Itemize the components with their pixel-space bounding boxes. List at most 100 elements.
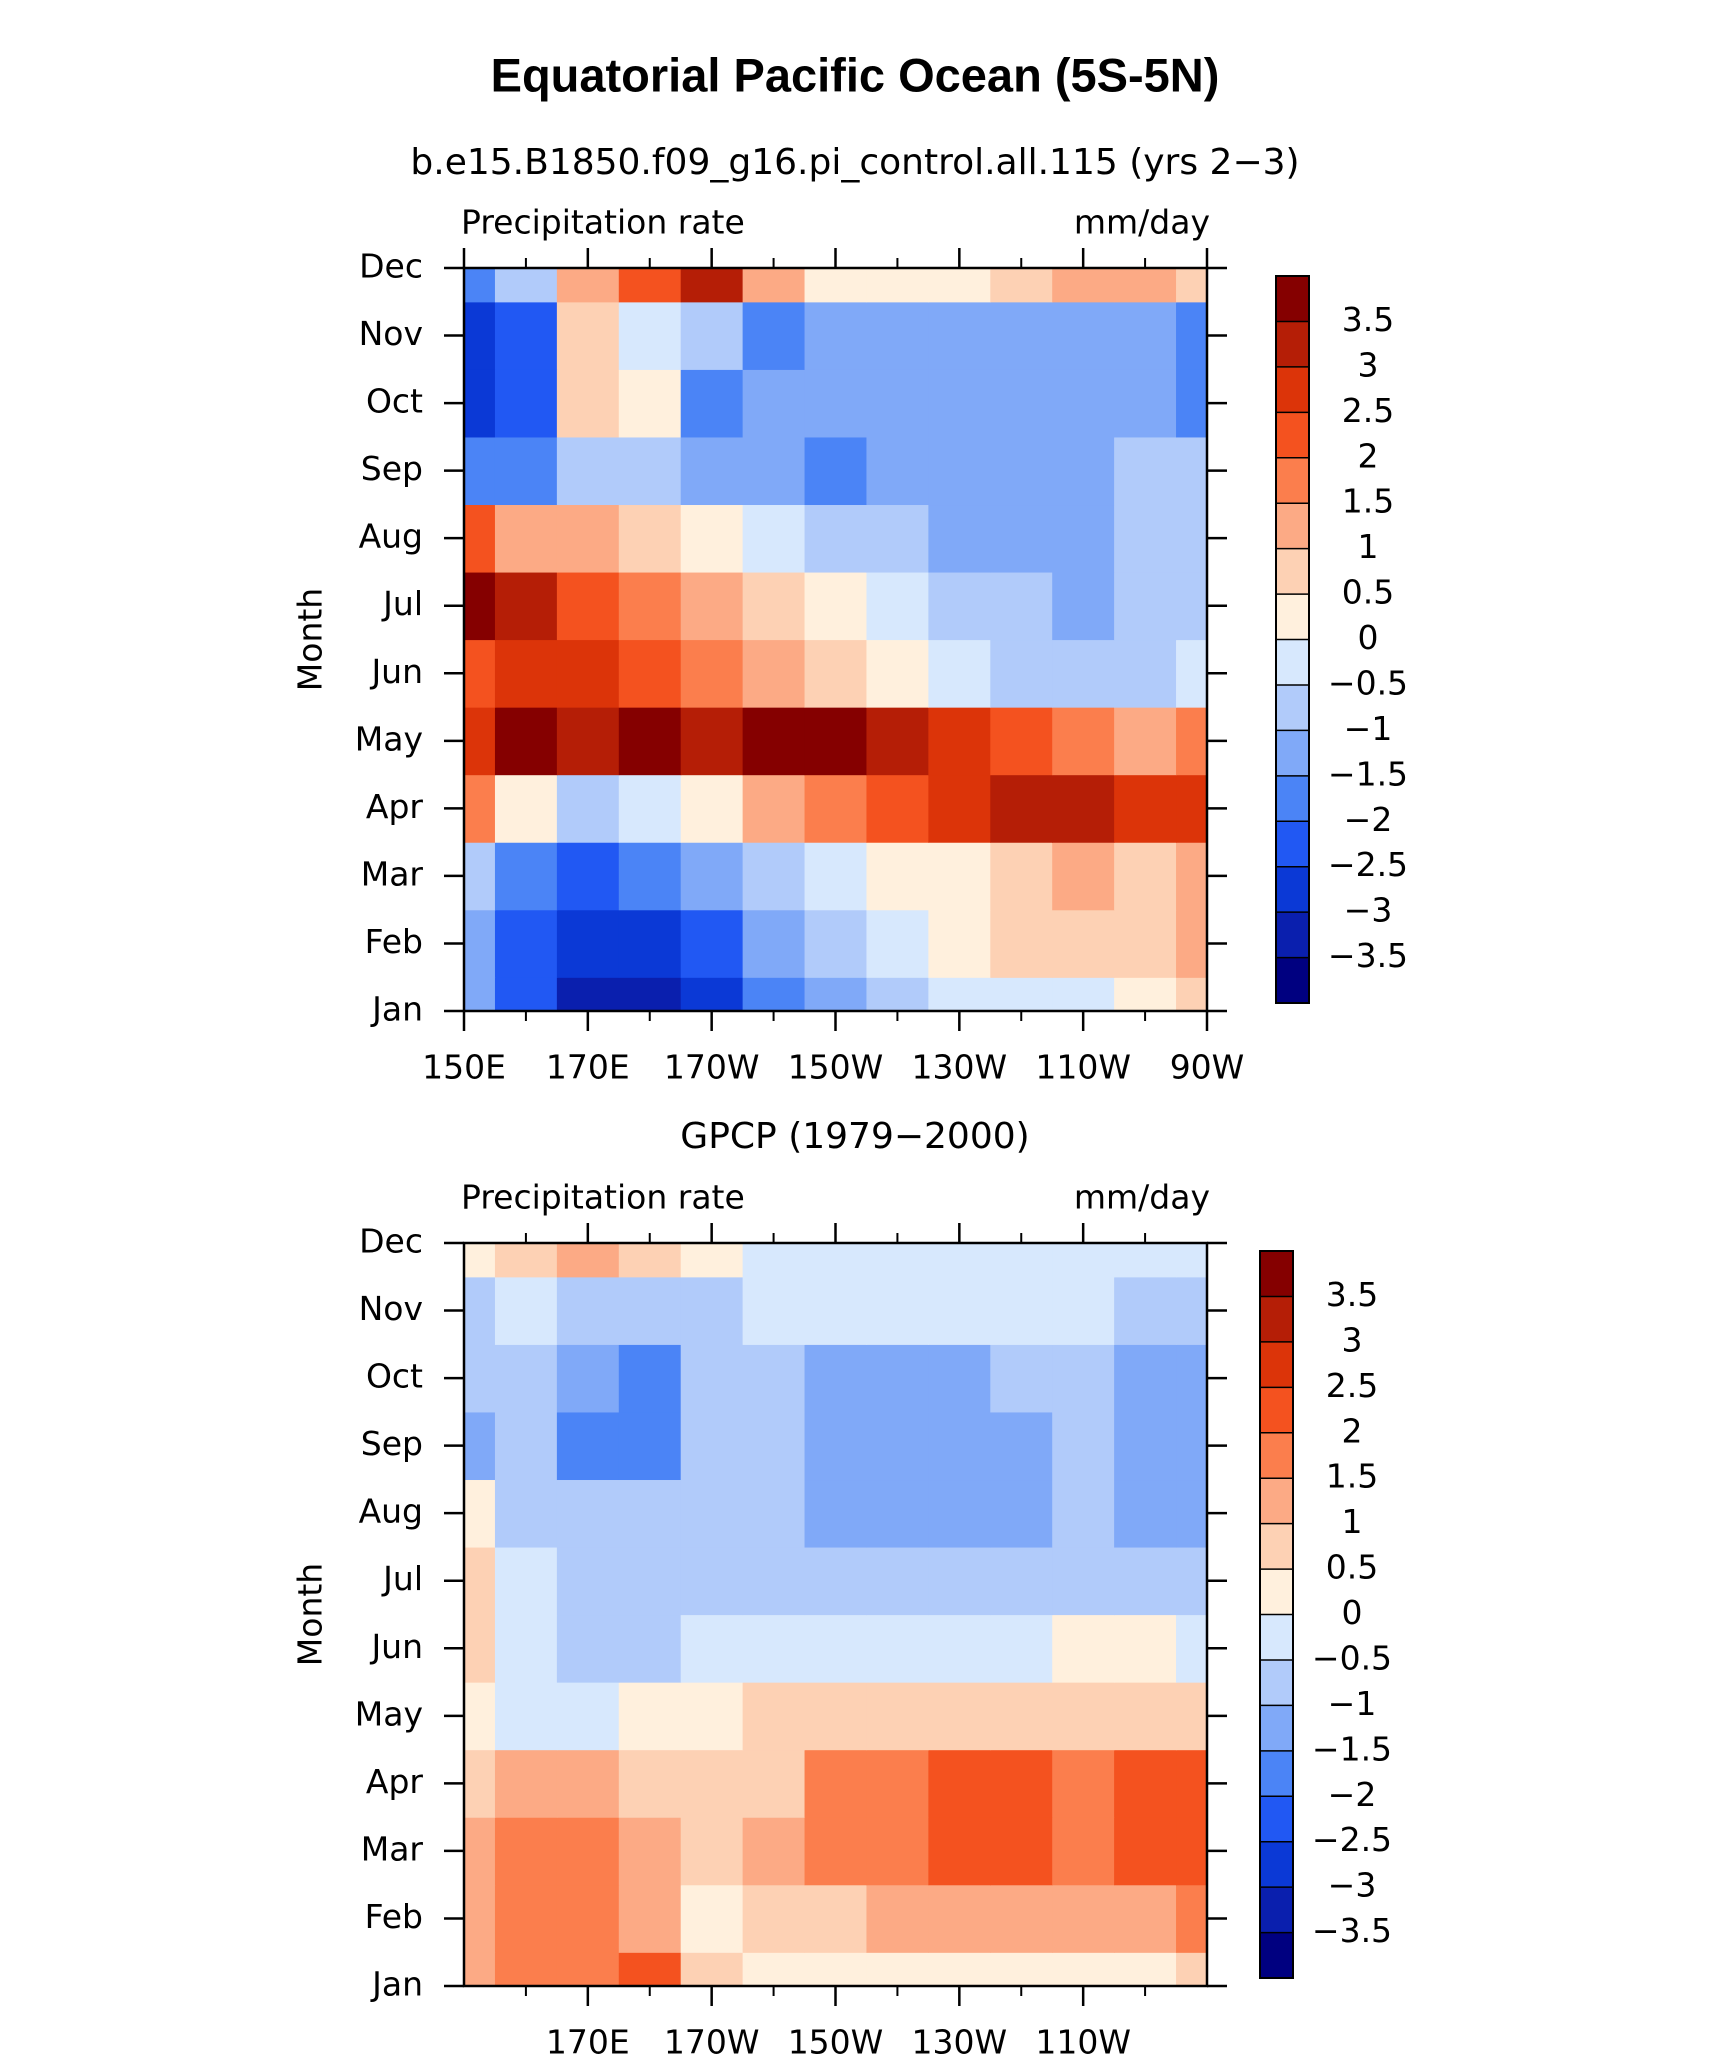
contour-cell	[990, 1546, 1053, 1616]
contour-cell	[1114, 504, 1177, 573]
y-tick-label: Jun	[369, 652, 423, 691]
contour-cell	[742, 571, 806, 641]
x-tick-label: 130W	[912, 2023, 1008, 2062]
contour-cell	[1052, 1546, 1115, 1616]
contour-cell	[1176, 369, 1208, 438]
contour-cell	[1114, 639, 1177, 708]
contour-cell	[618, 842, 682, 911]
contour-cell	[866, 1276, 929, 1345]
colorbar-box	[1260, 1796, 1293, 1843]
contour-cell	[680, 1817, 744, 1886]
contour-cell	[494, 842, 558, 911]
contour-cell	[742, 268, 806, 303]
contour-cell	[742, 1952, 806, 1987]
y-tick-label: Mar	[361, 854, 424, 893]
contour-cell	[1176, 1546, 1208, 1616]
contour-cell	[556, 369, 620, 438]
colorbar-label: 1.5	[1342, 482, 1394, 521]
contour-cell	[928, 774, 991, 843]
panel-left-label: Precipitation rate	[461, 203, 745, 242]
contour-cell	[1052, 504, 1115, 573]
contour-cell	[1114, 977, 1177, 1012]
colorbar-box	[1276, 503, 1309, 550]
colorbar-label: 3.5	[1342, 300, 1394, 339]
contour-cell	[1114, 1411, 1177, 1481]
contour-cell	[866, 977, 929, 1012]
colorbar-label: 2	[1358, 436, 1379, 475]
contour-cell	[804, 1817, 868, 1886]
contour-cell	[990, 1411, 1053, 1481]
contour-cell	[1114, 774, 1177, 843]
contour-cell	[1176, 1411, 1208, 1481]
contour-cell	[618, 1243, 682, 1278]
contour-cell	[680, 1682, 744, 1751]
contour-cell	[990, 369, 1053, 438]
contour-cell	[928, 909, 991, 978]
contour-cell	[1114, 436, 1177, 506]
contour-cell	[866, 639, 929, 708]
contour-cell	[928, 436, 991, 506]
x-tick-label: 130W	[912, 1048, 1008, 1087]
contour-cell	[1114, 707, 1177, 776]
contour-cell	[866, 436, 929, 506]
contour-cell	[556, 639, 620, 708]
contour-cell	[464, 369, 496, 438]
contour-cell	[494, 1614, 558, 1683]
contour-cell	[928, 977, 991, 1012]
contour-cell	[1052, 909, 1115, 978]
colorbar-box	[1276, 957, 1309, 1004]
contour-cell	[990, 639, 1053, 708]
colorbar-label: 3	[1342, 1320, 1363, 1359]
panel-right-label: mm/day	[1074, 203, 1210, 242]
contour-cell	[990, 707, 1053, 776]
contour-cell	[494, 707, 558, 776]
contour-cell	[742, 301, 806, 370]
colorbar-box	[1260, 1523, 1293, 1570]
contour-cell	[556, 1682, 620, 1751]
contour-cell	[556, 301, 620, 370]
contour-cell	[928, 1749, 991, 1818]
colorbar-box	[1260, 1296, 1293, 1343]
contour-cell	[928, 1243, 991, 1278]
contour-cell	[990, 504, 1053, 573]
colorbar-box	[1260, 1750, 1293, 1797]
contour-cell	[1114, 1546, 1177, 1616]
contour-cell	[680, 1276, 744, 1345]
contour-cell	[494, 1682, 558, 1751]
contour-cell	[804, 1411, 868, 1481]
contour-cell	[1052, 1614, 1115, 1683]
y-tick-label: Feb	[365, 922, 423, 961]
contour-cell	[680, 774, 744, 843]
contour-cell	[990, 301, 1053, 370]
contour-cell	[742, 1682, 806, 1751]
contour-cell	[1052, 1411, 1115, 1481]
colorbar-box	[1260, 1569, 1293, 1615]
colorbar-box	[1260, 1932, 1293, 1979]
contour-cell	[1176, 301, 1208, 370]
contour-cell	[556, 842, 620, 911]
contour-cell	[464, 1479, 496, 1548]
y-tick-label: Sep	[361, 1424, 423, 1463]
contour-cell	[464, 1614, 496, 1683]
contour-cell	[1052, 1479, 1115, 1548]
contour-cell	[680, 1411, 744, 1481]
contour-cell	[928, 369, 991, 438]
colorbar-label: 0.5	[1342, 573, 1394, 612]
contour-cell	[618, 504, 682, 573]
x-tick-label: 170E	[546, 1048, 630, 1087]
contour-cell	[990, 1614, 1053, 1683]
contour-cell	[742, 1243, 806, 1278]
contour-cell	[804, 1276, 868, 1345]
contour-cell	[866, 842, 929, 911]
contour-cell	[1176, 571, 1208, 641]
contour-cell	[556, 1243, 620, 1278]
contour-cell	[804, 774, 868, 843]
contour-cell	[556, 909, 620, 978]
contour-cell	[464, 1276, 496, 1345]
contour-cell	[866, 1817, 929, 1886]
contour-cell	[928, 1952, 991, 1987]
contour-cell	[494, 268, 558, 303]
y-axis-label: Month	[291, 588, 330, 691]
contour-cell	[866, 1884, 929, 1953]
colorbar-label: 3	[1358, 345, 1379, 384]
